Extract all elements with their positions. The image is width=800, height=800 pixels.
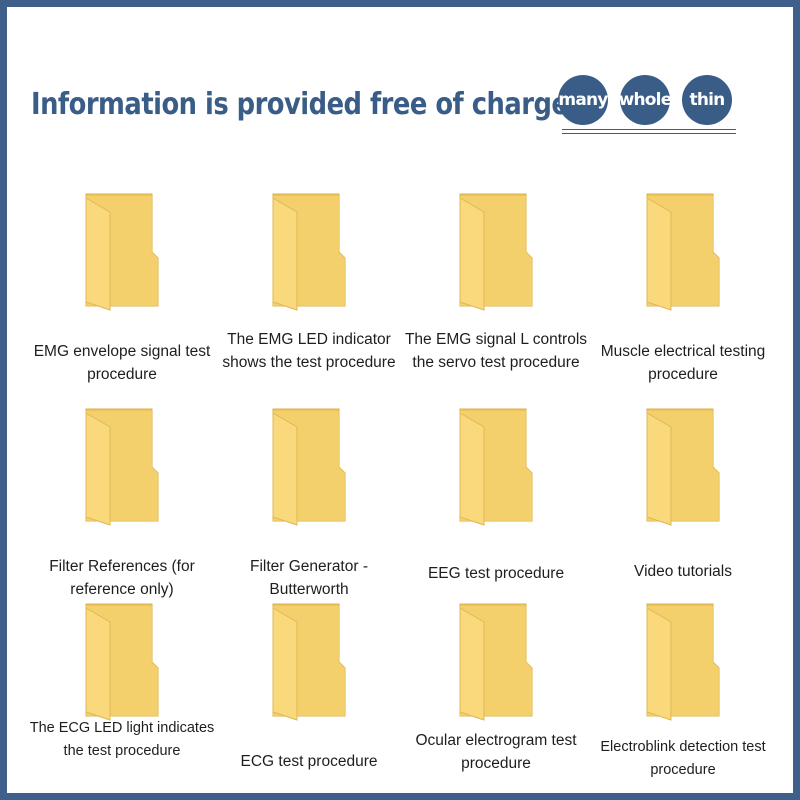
folder-icon (459, 603, 533, 721)
folder-label: The EMG LED indicator shows the test pro… (222, 331, 396, 371)
folder-label: Video tutorials (634, 563, 732, 580)
folder-label: ECG test procedure (240, 753, 378, 770)
badge-underline (562, 129, 736, 134)
folder-icon (272, 193, 346, 311)
folder-icon (459, 193, 533, 311)
badge-thin: thin (682, 75, 732, 125)
header: Information is provided free of charge m… (31, 69, 736, 139)
folder-icon (646, 408, 720, 526)
badge-whole: whole (619, 75, 672, 125)
folder-icon (646, 603, 720, 721)
folder-label: The EMG signal L controls the servo test… (404, 331, 588, 371)
folder-icon (646, 193, 720, 311)
folder-label: Filter References (for reference only) (49, 558, 195, 598)
folder-icon (459, 408, 533, 526)
folder-label: Muscle electrical testing procedure (600, 343, 766, 383)
folder-label: EEG test procedure (427, 565, 565, 582)
folder-label: The ECG LED light indicates the test pro… (29, 720, 215, 759)
badge-group: many whole thin (558, 75, 732, 125)
folder-icon (272, 603, 346, 721)
folder-label: EMG envelope signal test procedure (33, 343, 211, 383)
folder-icon (85, 603, 159, 721)
page-title: Information is provided free of charge (31, 86, 569, 122)
folder-icon (85, 408, 159, 526)
folder-label: Ocular electrogram test procedure (415, 732, 577, 772)
folder-icon (85, 193, 159, 311)
folder-label: Filter Generator - Butterworth (249, 558, 368, 598)
badge-many: many (558, 75, 608, 125)
folder-icon (272, 408, 346, 526)
folder-label: Electroblink detection test procedure (600, 739, 766, 778)
